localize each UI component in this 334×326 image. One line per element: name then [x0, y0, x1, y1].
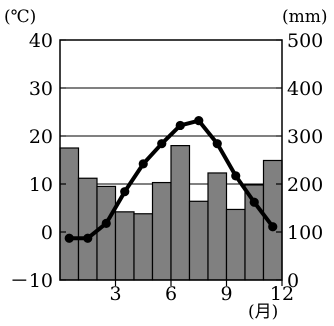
left-tick-label-2: 20	[29, 126, 53, 148]
right-tick-label-2: 300	[287, 126, 323, 148]
left-tick-label-5: －10	[10, 270, 53, 292]
precip-bar-4	[114, 211, 135, 281]
temp-point-7	[175, 120, 185, 131]
temp-point-11	[249, 197, 259, 207]
precip-bar-1	[59, 147, 80, 281]
right-tick-label-5: 0	[287, 270, 299, 292]
x-axis-unit: (月)	[248, 302, 278, 322]
temp-point-5	[138, 159, 148, 169]
precipitation-bars	[59, 145, 283, 281]
x-tick-label-1: 6	[165, 283, 177, 305]
precip-bar-8	[188, 200, 209, 281]
x-axis-ticks: 3 6 9 12	[109, 280, 294, 305]
left-axis-ticks: 40 30 20 10 0 －10	[10, 30, 66, 292]
precip-bar-9	[207, 172, 228, 281]
temperature-line	[64, 116, 278, 243]
temp-point-4	[120, 187, 130, 197]
left-tick-label-4: 0	[41, 222, 53, 244]
temp-point-12	[268, 222, 278, 232]
precip-bar-5	[133, 213, 154, 281]
precip-bar-7	[170, 145, 191, 281]
left-tick-label-1: 30	[29, 78, 53, 100]
right-tick-label-1: 400	[287, 78, 323, 100]
right-axis-ticks: 500 400 300 200 100 0	[276, 30, 323, 292]
x-tick-label-2: 9	[220, 283, 232, 305]
temp-point-8	[194, 116, 204, 126]
temp-point-9	[212, 139, 222, 149]
right-tick-label-4: 100	[287, 222, 323, 244]
right-tick-label-3: 200	[287, 174, 323, 196]
temp-point-3	[101, 218, 111, 228]
temp-point-6	[157, 139, 167, 149]
temp-point-2	[83, 233, 93, 243]
left-tick-label-3: 10	[29, 174, 53, 196]
right-tick-label-0: 500	[287, 30, 323, 52]
x-tick-label-3: 12	[270, 283, 294, 305]
right-axis-unit: (mm)	[282, 7, 328, 27]
precip-bar-6	[151, 181, 172, 281]
left-axis-unit: (℃)	[4, 7, 36, 27]
left-tick-label-0: 40	[29, 30, 53, 52]
temp-point-10	[231, 171, 241, 181]
x-tick-label-0: 3	[109, 283, 121, 305]
precip-bar-10	[225, 208, 246, 281]
temp-point-1	[64, 233, 74, 243]
precip-bar-2	[77, 177, 98, 281]
precip-bar-3	[96, 185, 117, 281]
